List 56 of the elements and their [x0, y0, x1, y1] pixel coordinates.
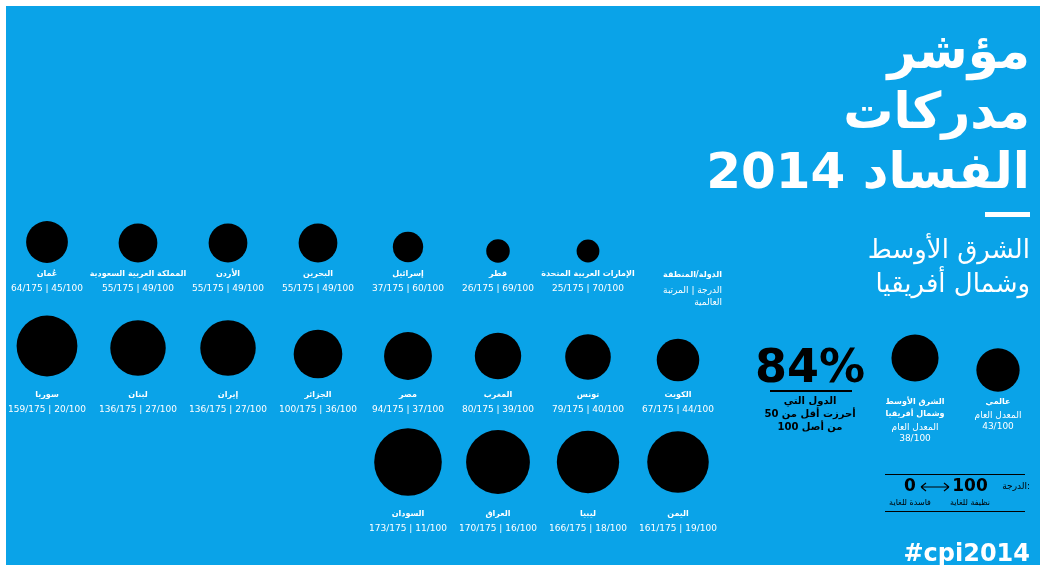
category-label: السودان — [391, 509, 425, 518]
text: 0 — [904, 475, 917, 495]
category-label: سوريا — [35, 390, 59, 399]
data-label: 37/175 | 60/100 — [371, 283, 445, 293]
category-label: الأردن — [215, 268, 241, 278]
data-label: 64/175 | 45/100 — [10, 283, 84, 293]
data-label: 136/175 | 27/100 — [99, 404, 178, 414]
category-label: المملكة العربية السعودية — [89, 269, 187, 278]
text: فاسدة للغاية — [889, 498, 932, 507]
text: مؤشر مدركات الفساد 2014 — [706, 22, 1030, 200]
text: المعدل العام — [891, 422, 939, 432]
text: الدرجة | المرتبة العالمية — [663, 285, 722, 307]
data-label: 173/175 | 11/100 — [369, 523, 448, 533]
text: 84% — [754, 339, 866, 393]
data-label: 79/175 | 40/100 — [551, 404, 625, 414]
category-label: الشرق الأوسط وشمال أفريقيا — [885, 396, 945, 418]
data-label: 55/175 | 49/100 — [281, 283, 355, 293]
data-label: 55/175 | 49/100 — [101, 283, 175, 293]
text: الدول التي أحرزت أقل من 50 من أصل 100 — [764, 395, 856, 433]
data-label: 166/175 | 18/100 — [549, 523, 628, 533]
category-label: الإمارات العربية المتحدة — [541, 269, 635, 278]
text: #cpi2014 — [903, 539, 1030, 567]
category-label: عالمي — [985, 397, 1011, 406]
data-label: 94/175 | 37/100 — [371, 404, 445, 414]
category-label: الجزائر — [303, 390, 332, 399]
data-label: 26/175 | 69/100 — [461, 283, 535, 293]
category-label: لبنان — [128, 390, 148, 399]
category-label: اليمن — [667, 509, 690, 518]
data-label: 161/175 | 19/100 — [639, 523, 718, 533]
category-label: إيران — [217, 390, 239, 399]
category-label: ليبيا — [580, 509, 596, 518]
data-label: 38/100 — [899, 433, 932, 443]
category-label: تونس — [576, 390, 600, 400]
data-label: 80/175 | 39/100 — [461, 404, 535, 414]
data-label: 67/175 | 44/100 — [641, 404, 715, 414]
data-label: 170/175 | 16/100 — [459, 523, 538, 533]
category-label: إسرائيل — [392, 269, 425, 278]
text: الدولة/المنطقة — [663, 270, 723, 279]
data-label: 25/175 | 70/100 — [551, 283, 625, 293]
data-label: 43/100 — [982, 421, 1015, 431]
data-label: 55/175 | 49/100 — [191, 283, 265, 293]
category-label: العراق — [485, 509, 511, 518]
category-label: عُمان — [36, 269, 58, 278]
category-label: مصر — [398, 390, 417, 399]
text: المعدل العام — [974, 410, 1022, 420]
text: الدرجة: — [1002, 481, 1030, 491]
category-label: البحرين — [303, 269, 334, 278]
category-label: قطر — [487, 269, 508, 278]
text: الشرق الأوسط وشمال أفريقيا — [867, 232, 1030, 299]
data-label: 100/175 | 36/100 — [279, 404, 358, 414]
data-label: 136/175 | 27/100 — [189, 404, 268, 414]
data-label: 159/175 | 20/100 — [8, 404, 87, 414]
category-label: المغرب — [483, 390, 513, 399]
category-label: الكويت — [664, 390, 692, 399]
text: 100 — [952, 475, 988, 495]
text: نظيفة للغاية — [950, 498, 990, 507]
